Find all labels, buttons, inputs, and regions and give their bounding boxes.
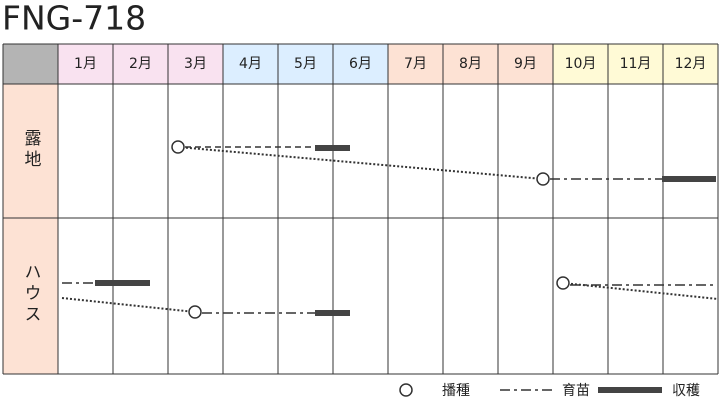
month-label: 5月 [294,56,317,72]
month-header [58,44,113,84]
sowing-mark [171,140,185,154]
month-label: 6月 [349,56,372,72]
row-header [3,84,58,218]
sowing-mark [536,172,550,186]
legend-seedling: 育苗 [562,383,590,399]
row-label: ハウス [21,263,41,326]
month-label: 11月 [620,56,652,72]
month-label: 4月 [239,56,262,72]
row-label: 露地 [21,129,42,171]
legend-sowing-icon [399,383,413,397]
month-header [113,44,168,84]
title: FNG-718 [2,0,146,38]
month-label: 8月 [459,56,482,72]
month-header [278,44,333,84]
month-label: 2月 [129,56,152,72]
growth-line [177,146,544,180]
month-header [663,44,718,84]
month-label: 1月 [74,56,97,72]
month-header [553,44,608,84]
schedule-marks [61,140,719,319]
month-header [388,44,443,84]
row-header [3,218,58,374]
sowing-mark [188,305,202,319]
month-header [333,44,388,84]
legend-harvest: 収穫 [672,383,700,399]
month-header [443,44,498,84]
month-label: 9月 [514,56,537,72]
month-label: 12月 [675,56,707,72]
month-header [608,44,663,84]
legend-sowing: 播種 [442,383,470,399]
month-header [168,44,223,84]
month-header [498,44,553,84]
month-label: 10月 [565,56,597,72]
growth-line [562,282,719,300]
legend: 播種 育苗 収穫 [399,383,700,399]
header-corner [3,44,58,84]
month-label: 3月 [184,56,207,72]
month-label: 7月 [404,56,427,72]
sowing-mark [556,276,570,290]
growth-line [61,297,196,313]
month-header [223,44,278,84]
